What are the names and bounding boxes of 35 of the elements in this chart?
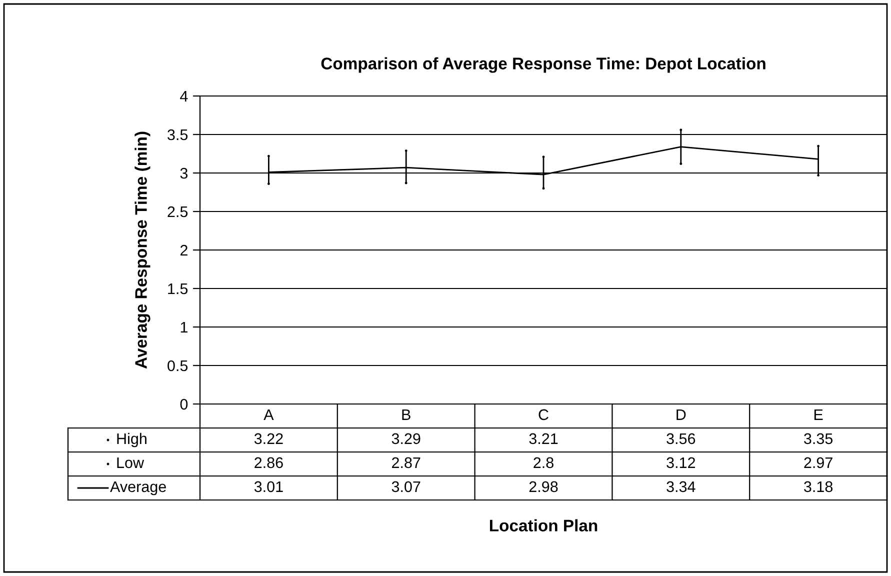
y-tick-label: 3.5 [168,129,188,140]
data-label: 3.01 [254,481,283,492]
y-tick-label: 1 [180,322,188,333]
x-tick-label: B [402,409,410,420]
y-axis-title: Average Response Time (min) [134,132,150,369]
data-label: 3.35 [804,433,833,444]
data-label: 3.34 [666,481,696,492]
data-label: 3.18 [804,481,833,492]
legend-label: Low [117,457,144,468]
data-label: 3.22 [254,433,283,444]
y-tick-label: 3 [180,168,188,179]
legend-label: High [117,432,146,448]
data-label: 3.29 [392,433,420,444]
chart-title: Comparison of Average Response Time: Depot Location [321,57,766,73]
x-tick-label: D [676,409,686,420]
y-tick-label: 2.5 [168,206,188,218]
y-tick-label: 0 [180,398,188,410]
data-label: 2.86 [254,457,283,468]
data-label: 3.56 [666,433,696,444]
y-tick-label: 0.5 [168,360,188,372]
legend-label: Average [110,481,166,496]
x-tick-label: E [814,409,823,420]
text: Location Plan [490,519,598,532]
y-tick-label: 4 [180,91,188,102]
data-label: 3.21 [529,433,558,444]
x-tick-label: C [538,409,548,420]
data-label: 3.12 [666,457,695,468]
data-label: 3.07 [392,481,420,492]
data-label: 2.87 [392,457,420,468]
data-label: 2.97 [804,457,832,468]
y-tick-label: 2 [180,244,188,256]
data-label: 2.98 [529,481,558,492]
x-tick-label: A [264,409,274,420]
data-label: 2.8 [534,457,554,468]
y-tick-label: 1.5 [168,284,188,294]
